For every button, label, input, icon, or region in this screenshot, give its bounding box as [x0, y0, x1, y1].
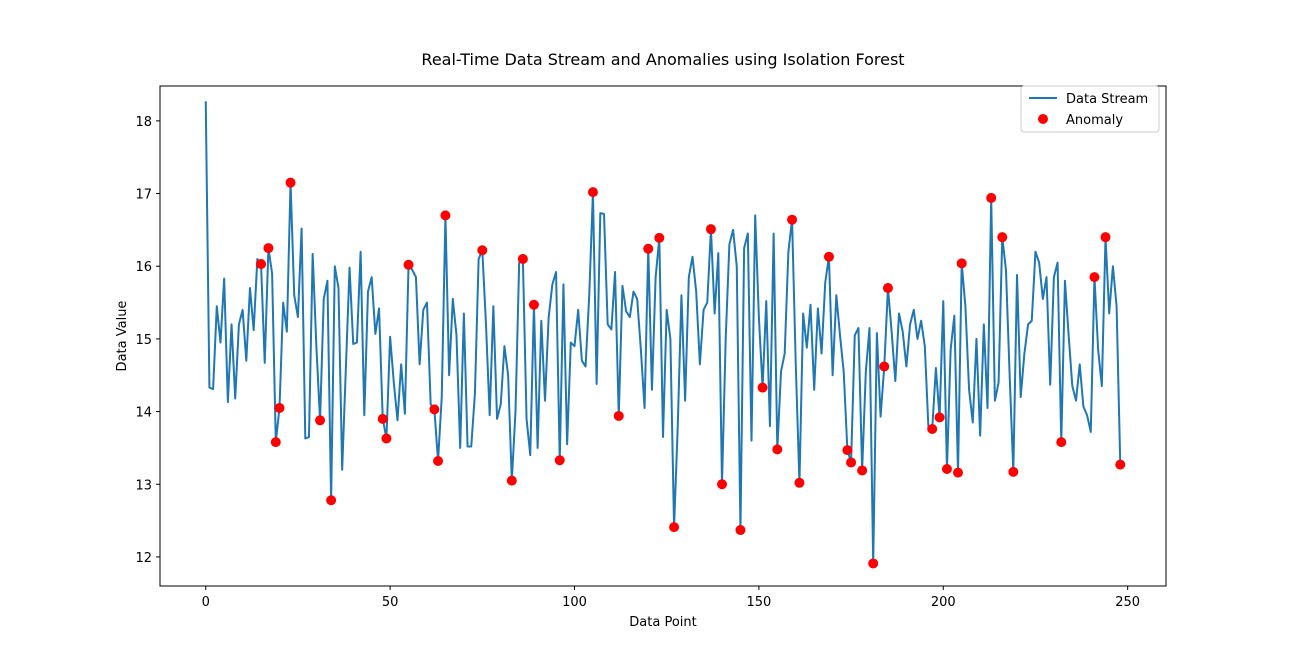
y-tick-label: 18	[135, 115, 152, 130]
anomaly-point	[846, 457, 857, 468]
anomaly-point	[669, 522, 680, 533]
anomaly-point	[433, 456, 444, 466]
anomaly-point	[440, 210, 451, 221]
anomaly-point	[326, 495, 337, 506]
anomaly-point	[654, 232, 665, 243]
anomaly-point	[953, 467, 964, 478]
anomaly-point	[882, 283, 893, 294]
anomaly-point	[528, 299, 539, 310]
anomaly-point	[429, 404, 440, 415]
anomaly-point	[270, 437, 281, 448]
x-tick-label: 150	[746, 595, 771, 610]
anomaly-point	[315, 415, 326, 426]
anomaly-point	[941, 463, 952, 474]
anomaly-point	[517, 253, 528, 264]
y-tick-label: 13	[135, 478, 152, 493]
anomaly-point	[613, 410, 624, 421]
anomaly-point	[857, 465, 868, 476]
anomaly-point	[263, 243, 274, 254]
anomaly-point	[879, 361, 890, 372]
legend-label: Data Stream	[1066, 92, 1148, 107]
anomaly-point	[587, 187, 598, 198]
legend-swatch	[1038, 114, 1048, 124]
anomaly-point	[705, 224, 716, 235]
legend-label: Anomaly	[1066, 113, 1123, 128]
anomaly-point	[717, 479, 728, 490]
anomaly-point	[643, 243, 654, 254]
y-tick-label: 15	[135, 333, 152, 348]
y-tick-label: 17	[135, 188, 152, 203]
anomaly-point	[1008, 466, 1019, 477]
anomaly-point	[381, 433, 392, 444]
anomaly-point	[794, 477, 805, 488]
anomaly-point	[823, 251, 834, 262]
anomaly-point	[1056, 437, 1067, 448]
anomaly-point	[787, 214, 798, 225]
anomaly-point	[772, 444, 783, 455]
x-tick-label: 100	[562, 595, 587, 610]
x-tick-label: 50	[382, 595, 399, 610]
anomaly-point	[997, 232, 1008, 243]
plot-frame	[159, 85, 1167, 587]
anomaly-point	[927, 424, 938, 435]
data-line	[204, 101, 1122, 565]
anomaly-point	[285, 177, 296, 188]
anomaly-point	[934, 412, 945, 423]
anomaly-point	[477, 245, 488, 256]
x-tick-label: 200	[931, 595, 956, 610]
anomaly-point	[554, 455, 565, 466]
anomaly-point	[842, 445, 853, 456]
anomaly-point	[956, 258, 967, 269]
y-tick-label: 12	[135, 551, 152, 566]
x-axis-label: Data Point	[629, 615, 696, 630]
x-tick-label: 0	[202, 595, 210, 610]
anomaly-point	[1115, 459, 1126, 470]
anomaly-point	[506, 475, 517, 486]
y-axis-label: Data Value	[115, 301, 130, 372]
x-tick-label: 250	[1115, 595, 1140, 610]
anomaly-point	[868, 558, 879, 569]
anomaly-point	[757, 382, 768, 393]
y-tick-label: 16	[135, 260, 152, 275]
anomaly-point	[1100, 232, 1111, 243]
anomaly-point	[274, 402, 285, 413]
y-tick-label: 14	[135, 406, 152, 421]
anomaly-point	[735, 525, 746, 536]
chart-title: Real-Time Data Stream and Anomalies usin…	[421, 50, 904, 69]
anomaly-point	[377, 413, 388, 424]
anomaly-point	[986, 192, 997, 203]
anomaly-point	[256, 259, 267, 270]
anomaly-point	[1089, 272, 1100, 283]
anomaly-point	[403, 259, 414, 270]
